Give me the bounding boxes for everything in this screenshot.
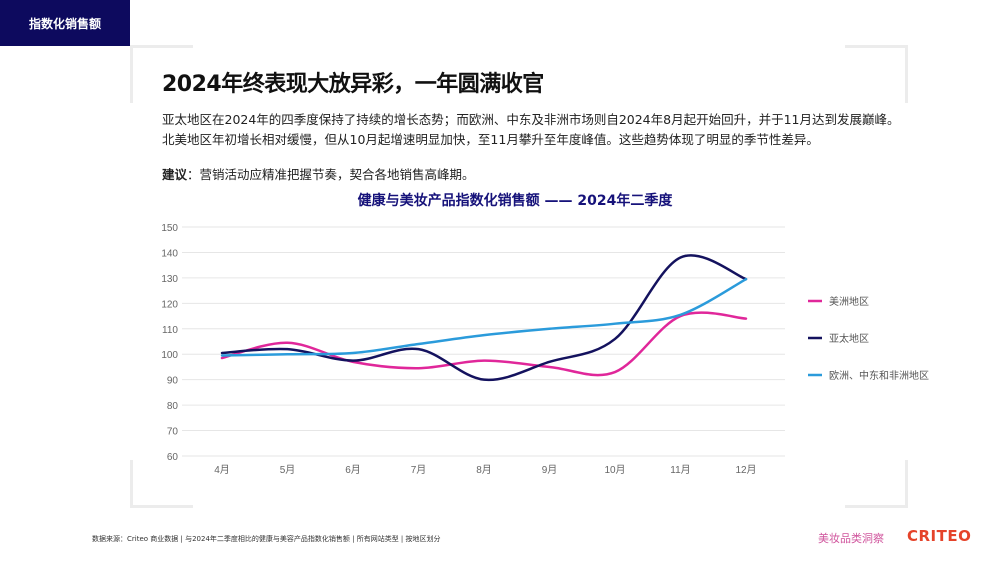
y-tick-label: 110 bbox=[162, 325, 178, 336]
x-tick-label: 5月 bbox=[280, 464, 296, 476]
brand-text: 美妆品类洞察 bbox=[818, 532, 884, 545]
x-tick-label: 8月 bbox=[476, 464, 492, 476]
y-tick-label: 150 bbox=[161, 223, 178, 234]
section-tag: 指数化销售额 bbox=[0, 0, 130, 46]
y-tick-label: 70 bbox=[167, 427, 179, 438]
x-tick-label: 12月 bbox=[735, 464, 756, 476]
legend-label: 亚太地区 bbox=[829, 332, 869, 345]
y-tick-label: 80 bbox=[167, 401, 179, 412]
x-tick-label: 10月 bbox=[604, 464, 625, 476]
y-tick-label: 100 bbox=[161, 350, 178, 361]
description-line: 北美地区年初增长相对缓慢，但从10月起增速明显加快，至11月攀升至年度峰值。这些… bbox=[162, 132, 819, 147]
data-source: 数据来源：Criteo 商业数据 | 与2024年二季度相比的健康与美容产品指数… bbox=[92, 535, 441, 543]
advice-label: 建议 bbox=[162, 167, 188, 182]
advice-text: ：营销活动应精准把握节奏，契合各地销售高峰期。 bbox=[187, 167, 475, 182]
description-line: 亚太地区在2024年的四季度保持了持续的增长态势；而欧洲、中东及非洲市场则自20… bbox=[162, 112, 900, 127]
y-tick-label: 90 bbox=[167, 376, 179, 387]
x-tick-label: 7月 bbox=[411, 464, 427, 476]
series-line bbox=[220, 311, 748, 377]
x-tick-label: 11月 bbox=[670, 464, 690, 476]
advice: 建议：营销活动应精准把握节奏，契合各地销售高峰期。 bbox=[162, 164, 475, 183]
frame-corner-tr bbox=[845, 45, 908, 103]
legend-label: 欧洲、中东和非洲地区 bbox=[829, 369, 929, 382]
frame-corner-tl bbox=[130, 45, 193, 103]
x-tick-label: 9月 bbox=[542, 464, 558, 476]
page-title: 2024年终表现大放异彩，一年圆满收官 bbox=[162, 72, 544, 97]
series-line bbox=[220, 254, 748, 382]
y-tick-label: 120 bbox=[161, 299, 178, 310]
legend-label: 美洲地区 bbox=[829, 295, 869, 308]
y-tick-label: 60 bbox=[167, 452, 179, 463]
criteo-logo: CRITEO bbox=[907, 527, 972, 545]
description: 亚太地区在2024年的四季度保持了持续的增长态势；而欧洲、中东及非洲市场则自20… bbox=[162, 110, 922, 150]
frame-corner-bl bbox=[130, 460, 193, 508]
series-line bbox=[220, 277, 748, 357]
chart-title: 健康与美妆产品指数化销售额 —— 2024年二季度 bbox=[357, 193, 673, 209]
x-tick-label: 4月 bbox=[214, 464, 230, 476]
x-tick-label: 6月 bbox=[345, 464, 361, 476]
y-tick-label: 130 bbox=[161, 274, 178, 285]
y-tick-label: 140 bbox=[161, 248, 178, 259]
frame-corner-br bbox=[845, 460, 908, 508]
